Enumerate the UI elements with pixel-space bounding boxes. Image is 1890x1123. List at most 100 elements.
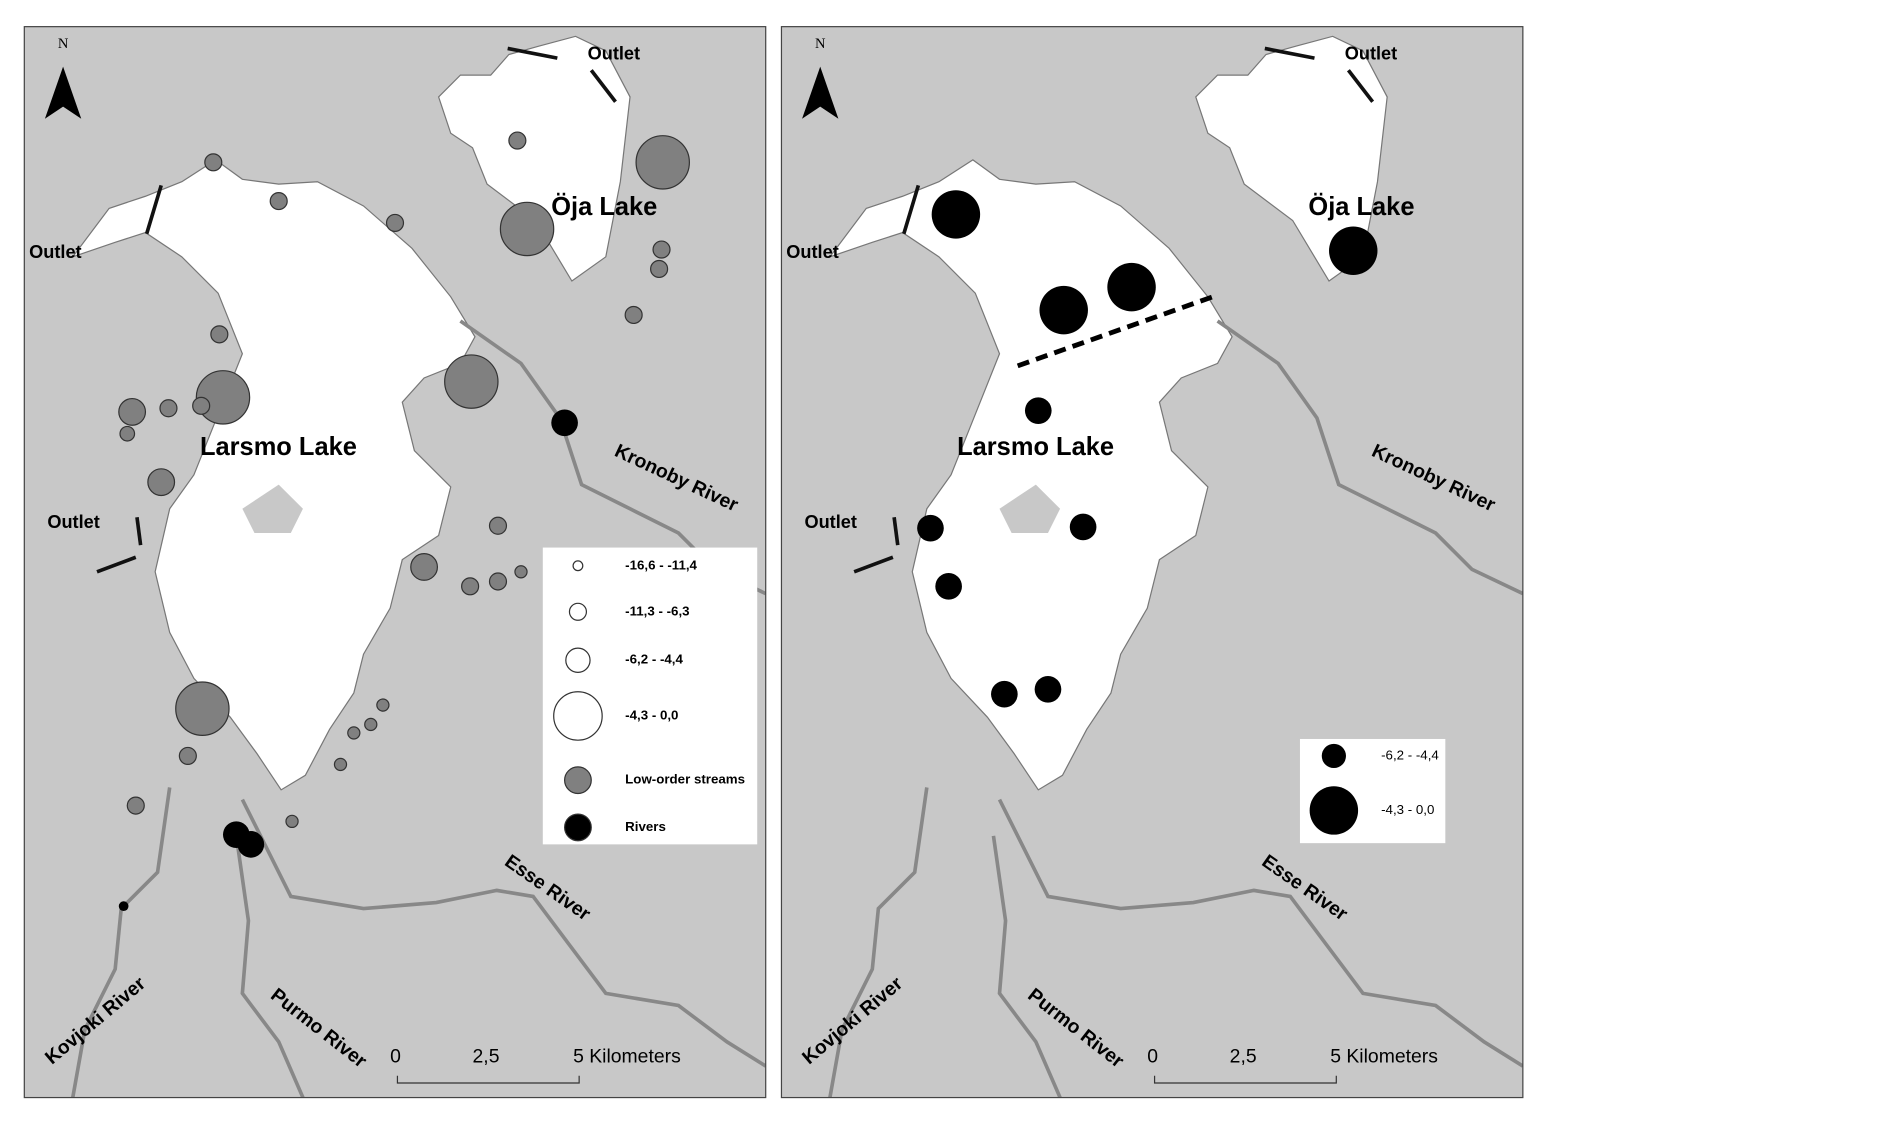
legend-symbol [565,647,591,673]
panel-frame [780,26,1524,1099]
site-low-order-stream [444,354,499,409]
river [991,835,1062,1098]
legend-label: -4,3 - 0,0 [625,707,678,722]
site-low-order-stream [488,572,508,591]
site-low-order-stream [624,305,643,325]
scale-label: 5 Kilometers [1330,1046,1438,1068]
site-low-order-stream [488,516,508,535]
site [991,680,1018,708]
panel-content [781,26,1523,1098]
site-river [237,831,265,858]
scale-label: 2,5 [1230,1046,1257,1068]
scale-label: 0 [390,1046,401,1068]
legend-symbol [572,560,584,572]
scale-label: 2,5 [473,1046,500,1068]
outlet-barrier [144,184,163,235]
site [1039,285,1088,335]
panel-frame [23,26,767,1099]
north-arrow [802,66,839,119]
lake-label: Öja Lake [551,192,657,221]
scale-label: 0 [1147,1046,1158,1068]
site-low-order-stream [508,131,527,150]
site-low-order-stream [178,746,197,766]
river [234,835,305,1098]
scale-bar [1153,1075,1337,1084]
site [1024,397,1052,425]
outlet-label: Outlet [29,242,81,262]
outlet-barrier [589,69,617,103]
site-low-order-stream [285,814,299,829]
legend-label: -6,2 - -4,4 [625,652,683,667]
lake [437,35,631,282]
legend-symbol [553,691,603,741]
island [242,484,303,534]
site-low-order-stream [195,370,251,425]
site-low-order-stream [635,135,690,190]
lake [828,159,1233,791]
lake [71,159,476,791]
outlet-barrier [96,555,137,574]
outlet-label: Outlet [1345,43,1397,63]
site [1329,226,1378,275]
legend-label: -6,2 - -4,4 [1381,747,1439,762]
outlet-label: Outlet [588,43,640,63]
site-low-order-stream [192,396,211,415]
site-low-order-stream [376,698,390,712]
site-low-order-stream [126,796,145,815]
outlet-label: Outlet [804,512,856,532]
legend-symbol [568,602,588,621]
outlet-barrier [902,184,921,235]
legend-symbol [564,813,592,842]
site-low-order-stream [385,213,405,232]
legend-label: -4,3 - 0,0 [1381,802,1434,817]
site [1107,262,1156,312]
site-low-order-stream [210,325,229,344]
site-low-order-stream [650,259,669,279]
site-low-order-stream [175,681,230,736]
outlet-label: Outlet [786,242,838,262]
site-low-order-stream [147,468,176,497]
divide-line [1016,294,1214,369]
site [1034,675,1062,703]
north-arrow [44,66,82,119]
site-low-order-stream [652,240,671,259]
site [931,190,981,239]
site-river [118,901,129,911]
north-label: N [58,36,69,52]
outlet-label: Outlet [47,512,99,532]
lake-label: Larsmo Lake [957,433,1114,461]
river [1216,319,1523,596]
river [997,798,1523,1068]
site-low-order-stream [119,425,136,442]
scale-bar [396,1075,580,1084]
site-river [551,409,578,437]
river [828,787,929,1098]
legend-label: Rivers [625,819,666,834]
river [70,787,172,1098]
outlet-barrier [1264,46,1315,60]
site-low-order-stream [159,399,178,418]
outlet-barrier [135,517,143,546]
legend-label: Low-order streams [625,772,745,787]
site-low-order-stream [364,717,378,732]
outlet-barrier [1346,69,1375,103]
legend-symbol [1321,743,1346,769]
legend-label: -11,3 - -6,3 [625,603,689,618]
site [1069,513,1097,541]
site [935,573,962,600]
site [917,514,944,542]
lake [1195,35,1388,282]
island [999,484,1061,534]
scale-label: 5 Kilometers [573,1046,681,1068]
site-low-order-stream [204,153,223,172]
legend-symbol [564,766,592,795]
site-low-order-stream [333,757,348,772]
site-low-order-stream [347,726,361,740]
site-low-order-stream [461,577,480,596]
site-low-order-stream [499,201,555,257]
site-low-order-stream [514,565,528,579]
site-low-order-stream [118,397,147,426]
